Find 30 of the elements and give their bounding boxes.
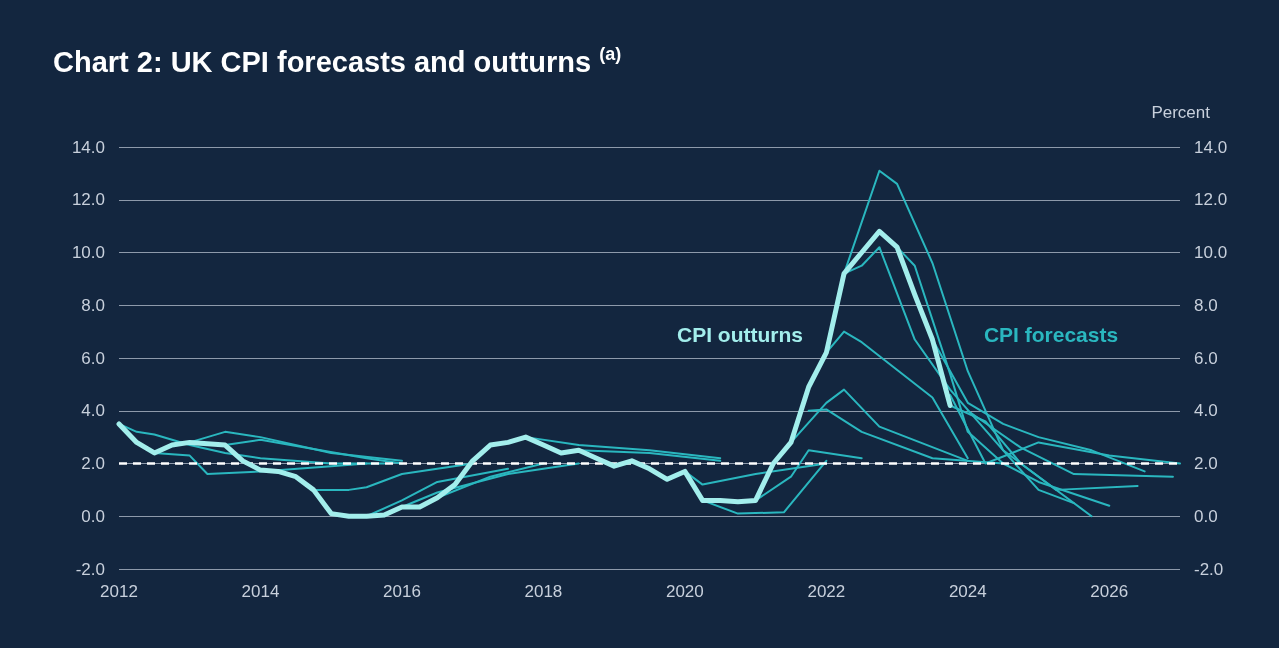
y2-tick-label: 8.0 [1194, 295, 1218, 315]
x-tick-label: 2020 [665, 582, 704, 601]
y2-axis-title: Percent [1151, 103, 1211, 122]
y2-tick-label: 12.0 [1194, 190, 1228, 210]
x-tick-label: 2014 [241, 582, 280, 601]
y-tick-label: 0.0 [81, 506, 105, 526]
x-tick-label: 2026 [1090, 582, 1129, 601]
series-label: CPI outturns [677, 322, 803, 346]
x-tick-label: 2018 [524, 582, 563, 601]
text: CPI forecasts [983, 322, 1119, 346]
x-tick-label: 2024 [948, 582, 987, 601]
y-tick-label: 10.0 [71, 243, 105, 262]
y-tick-label: 6.0 [81, 348, 105, 368]
y2-tick-label: -2.0 [1194, 559, 1224, 579]
y2-tick-label: 0.0 [1194, 506, 1218, 526]
y2-tick-label: 6.0 [1194, 348, 1218, 368]
y2-tick-label: 2.0 [1194, 454, 1218, 473]
y-tick-label: 2.0 [81, 454, 105, 473]
y-tick-label: 12.0 [71, 190, 105, 210]
y-tick-label: 4.0 [81, 401, 105, 421]
y-tick-label: 14.0 [71, 137, 105, 157]
chart-title: Chart 2: UK CPI forecasts and outturns (a) [53, 44, 622, 78]
x-tick-label: 2016 [383, 582, 421, 601]
x-tick-label: 2022 [807, 582, 846, 601]
y2-tick-label: 10.0 [1194, 243, 1228, 262]
y2-tick-label: 14.0 [1194, 137, 1228, 157]
y-tick-label: -2.0 [75, 559, 105, 579]
y-tick-label: 8.0 [81, 295, 105, 315]
x-tick-label: 2012 [100, 582, 138, 601]
y2-tick-label: 4.0 [1194, 401, 1218, 421]
